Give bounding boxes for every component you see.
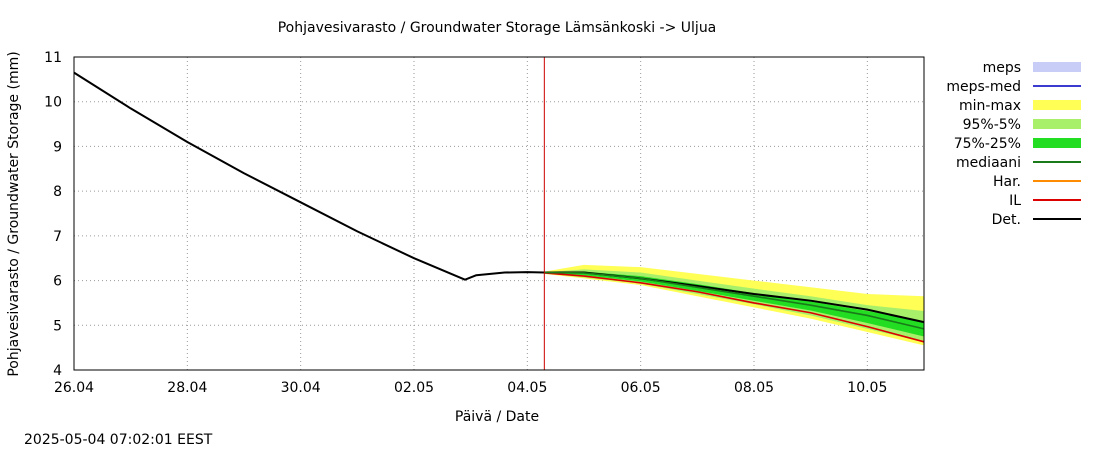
y-axis-label: Pohjavesivarasto / Groundwater Storage (…	[6, 51, 22, 376]
series-line-det-	[73, 71, 925, 324]
legend-swatch-min-max	[1033, 100, 1081, 110]
legend-swatch-95-5-	[1033, 119, 1081, 129]
y-tick-label: 8	[53, 184, 62, 200]
x-tick-label: 06.05	[621, 380, 661, 396]
legend-label-meps-med: meps-med	[946, 79, 1021, 95]
y-tick-label: 10	[44, 95, 62, 111]
y-tick-labels: 4 5 6 7 8 9 10 11	[44, 50, 62, 379]
x-tick-label: 08.05	[734, 380, 774, 396]
x-tick-labels: 26.04 28.04 30.04 02.05 04.05 06.05 08.05 10.05	[54, 380, 887, 396]
x-axis-label: Päivä / Date	[455, 409, 539, 425]
series-line-mediaani	[544, 271, 925, 330]
x-tick-label: 30.04	[281, 380, 321, 396]
x-tick-label: 26.04	[54, 380, 94, 396]
legend-label-meps: meps	[983, 60, 1021, 76]
y-tick-label: 11	[44, 50, 62, 66]
x-tick-label: 04.05	[507, 380, 547, 396]
legend-label-har-: Har.	[993, 174, 1021, 190]
x-tick-label: 10.05	[847, 380, 887, 396]
x-tick-label: 28.04	[167, 380, 207, 396]
plot-frame	[73, 56, 925, 371]
legend-label-il: IL	[1009, 193, 1021, 209]
grid	[74, 57, 924, 370]
chart-title: Pohjavesivarasto / Groundwater Storage L…	[278, 20, 717, 36]
y-tick-label: 4	[53, 363, 62, 379]
series-lines	[73, 71, 925, 343]
legend-swatch-75-25-	[1033, 138, 1081, 148]
y-tick-label: 7	[53, 229, 62, 245]
legend-label-95-5-: 95%-5%	[963, 117, 1021, 133]
y-tick-label: 9	[53, 139, 62, 155]
legend: meps meps-med min-max 95%-5% 75%-25% mediaani…	[946, 60, 1081, 228]
series-line-il	[544, 272, 925, 343]
legend-label-mediaani: mediaani	[956, 155, 1021, 171]
legend-label-det-: Det.	[992, 212, 1021, 228]
footer-timestamp: 2025-05-04 07:02:01 EEST	[24, 432, 213, 448]
y-tick-label: 5	[53, 318, 62, 334]
legend-label-75-25-: 75%-25%	[954, 136, 1021, 152]
legend-swatch-meps	[1033, 62, 1081, 72]
y-tick-label: 6	[53, 274, 62, 290]
x-tick-label: 02.05	[394, 380, 434, 396]
legend-label-min-max: min-max	[959, 98, 1021, 114]
